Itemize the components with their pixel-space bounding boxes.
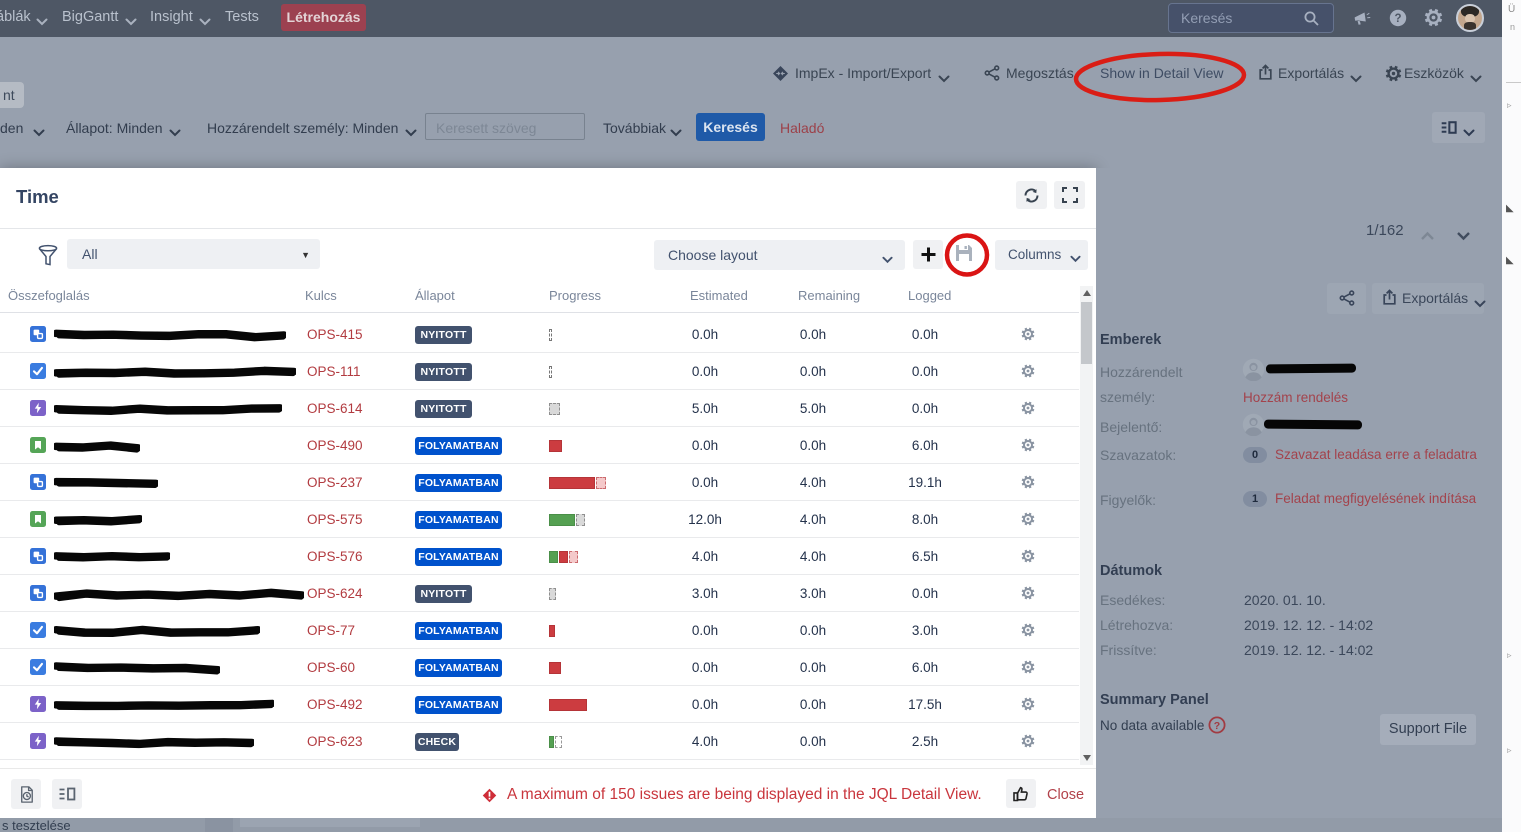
- svg-text:?: ?: [1214, 720, 1220, 732]
- svg-text:?: ?: [1394, 13, 1401, 25]
